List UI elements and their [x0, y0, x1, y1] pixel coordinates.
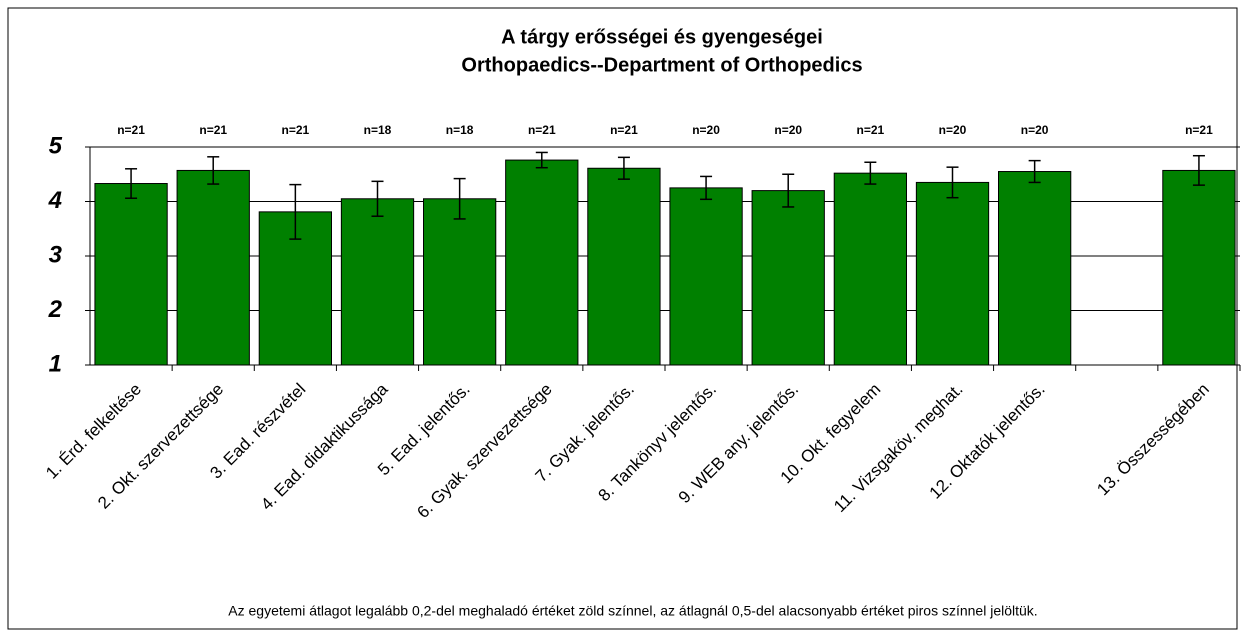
- n-label: n=20: [1021, 123, 1049, 137]
- n-label: n=21: [528, 123, 556, 137]
- n-label: n=20: [692, 123, 720, 137]
- y-tick-label: 4: [48, 187, 62, 214]
- y-tick-label: 1: [49, 350, 62, 377]
- n-label: n=20: [774, 123, 802, 137]
- bar: [998, 171, 1072, 366]
- footnote: Az egyetemi átlagot legalább 0,2-del meg…: [228, 603, 1037, 619]
- n-label: n=18: [446, 123, 474, 137]
- bar: [505, 159, 579, 366]
- bar: [423, 198, 497, 366]
- bar: [587, 167, 661, 366]
- bar: [176, 169, 250, 366]
- n-label: n=18: [364, 123, 392, 137]
- y-tick-label: 2: [48, 296, 63, 323]
- n-label: n=21: [282, 123, 310, 137]
- n-label: n=21: [1185, 123, 1213, 137]
- chart-subtitle: Orthopaedics--Department of Orthopedics: [461, 54, 862, 76]
- n-label: n=21: [117, 123, 145, 137]
- chart-title: A tárgy erősségei és gyengeségei: [501, 26, 823, 48]
- bar: [669, 187, 743, 366]
- bar: [751, 190, 825, 366]
- bar: [94, 183, 168, 366]
- y-tick-label: 3: [49, 241, 63, 268]
- y-tick-label: 5: [49, 132, 63, 159]
- bar: [833, 172, 908, 366]
- n-label: n=20: [939, 123, 967, 137]
- n-label: n=21: [610, 123, 638, 137]
- bar: [340, 198, 415, 366]
- n-label: n=21: [857, 123, 885, 137]
- bar: [915, 181, 990, 366]
- bar: [1162, 169, 1236, 366]
- n-label: n=21: [199, 123, 227, 137]
